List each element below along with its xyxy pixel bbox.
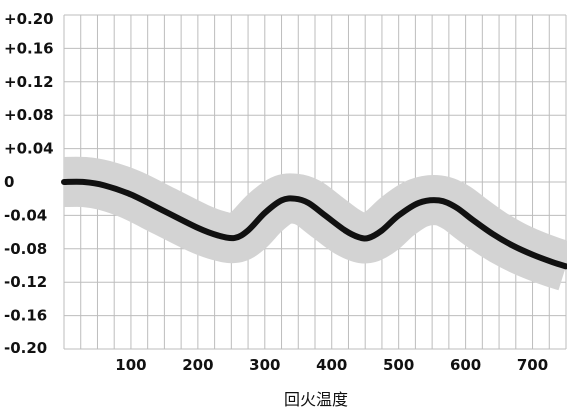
x-tick-label: 600 xyxy=(450,356,481,374)
y-tick-labels: +0.20 +0.16 +0.12 +0.08 +0.04 0 -0.04 -0.08 -0.1… xyxy=(4,10,54,357)
x-axis-title: 回火温度 xyxy=(284,390,348,409)
x-tick-labels: 100 200 300 400 500 600 700 xyxy=(115,356,548,374)
y-tick-label: +0.12 xyxy=(4,73,54,91)
y-tick-label: +0.16 xyxy=(4,39,54,57)
y-tick-label: +0.08 xyxy=(4,106,54,124)
y-tick-label: -0.08 xyxy=(4,240,47,258)
y-tick-label: -0.04 xyxy=(4,206,47,224)
y-tick-label: -0.16 xyxy=(4,307,47,325)
y-tick-label: -0.20 xyxy=(4,339,47,357)
y-tick-label: +0.04 xyxy=(4,140,54,158)
x-tick-label: 400 xyxy=(316,356,347,374)
y-tick-label: 0 xyxy=(4,173,14,191)
x-tick-label: 700 xyxy=(517,356,548,374)
y-tick-label: -0.12 xyxy=(4,273,47,291)
x-tick-label: 100 xyxy=(115,356,146,374)
y-tick-label: +0.20 xyxy=(4,10,54,28)
series-line xyxy=(61,178,567,270)
x-tick-label: 200 xyxy=(182,356,213,374)
x-tick-label: 500 xyxy=(383,356,414,374)
x-tick-label: 300 xyxy=(249,356,280,374)
